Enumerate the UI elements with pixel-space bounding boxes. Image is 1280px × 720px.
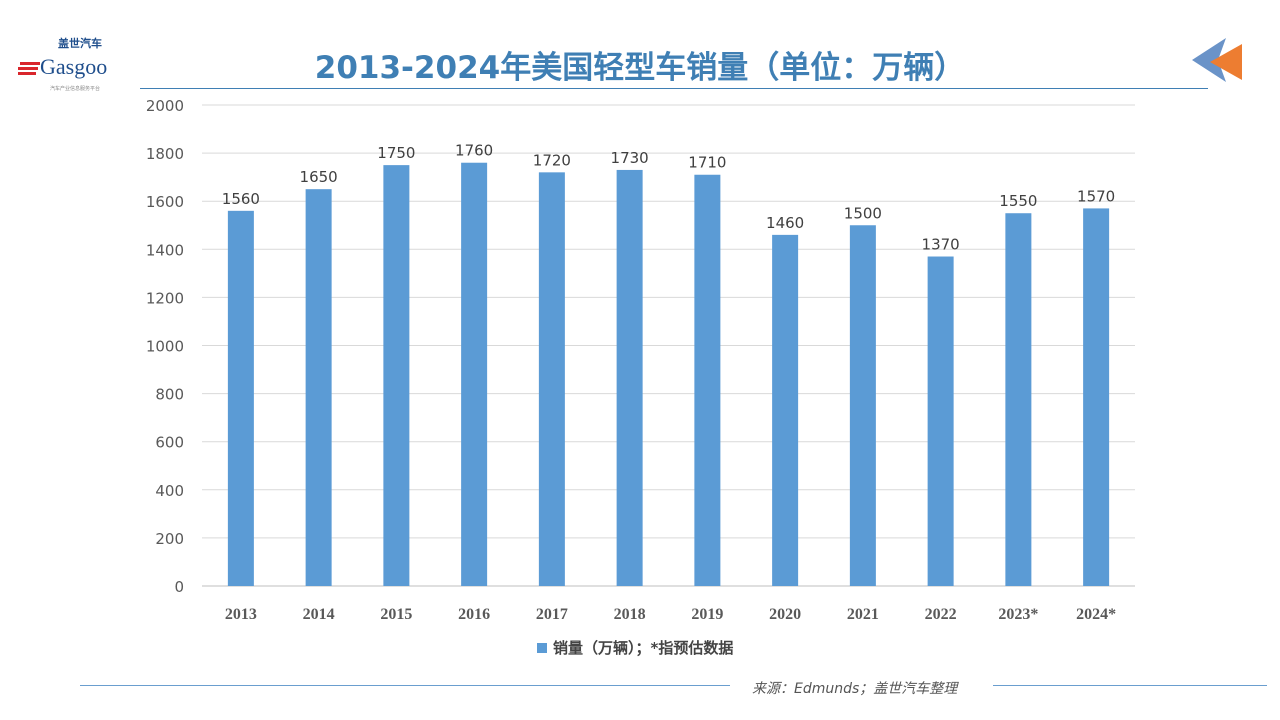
footer-divider-left [80,685,730,686]
x-tick-label: 2016 [458,606,490,623]
bar [772,234,799,586]
data-label: 1460 [766,214,804,232]
y-tick-label: 0 [174,578,184,596]
gasgoo-logo: 盖世汽车 Gasgoo 汽车产业信息服务平台 [16,36,138,92]
svg-text:盖世汽车: 盖世汽车 [58,36,102,50]
data-label: 1730 [611,149,649,167]
data-label: 1570 [1077,187,1115,205]
source-note: 来源：Edmunds；盖世汽车整理 [752,681,958,697]
y-tick-label: 1000 [146,338,184,356]
bar [927,256,954,586]
x-tick-label: 2015 [380,606,412,623]
bar [616,169,643,586]
bar [305,189,332,587]
bar [461,162,488,586]
y-tick-label: 200 [155,530,184,548]
bar [1083,208,1110,587]
bar [1005,213,1032,586]
legend: 销量（万辆）；*指预估数据 [537,637,733,658]
legend-swatch [537,642,547,653]
x-tick-label: 2018 [614,606,646,623]
x-tick-label: 2022 [925,606,957,623]
x-tick-label: 2023* [998,606,1038,623]
data-label: 1550 [999,192,1037,210]
y-tick-label: 1400 [146,241,184,259]
bar [694,174,721,586]
legend-label: 销量（万辆）；*指预估数据 [553,639,734,657]
data-label: 1760 [455,142,493,160]
data-label: 1720 [533,151,571,169]
x-tick-label: 2013 [225,606,257,623]
y-tick-label: 1800 [146,145,184,163]
bar [538,172,565,586]
svg-text:汽车产业信息服务平台: 汽车产业信息服务平台 [50,85,100,92]
bar [383,165,410,586]
chart-title: 2013-2024年美国轻型车销量（单位：万辆） [314,50,966,86]
data-label: 1560 [222,190,260,208]
data-label: 1710 [688,154,726,172]
x-tick-label: 2014 [303,606,335,623]
y-tick-label: 1600 [146,193,184,211]
bar [849,225,876,586]
x-tick-label: 2024* [1076,606,1116,623]
data-label: 1650 [300,168,338,186]
y-tick-label: 600 [155,434,184,452]
y-tick-label: 1200 [146,289,184,307]
arrow-decoration-icon [1192,38,1242,82]
y-tick-label: 800 [155,386,184,404]
y-tick-label: 400 [155,482,184,500]
x-tick-label: 2019 [691,606,723,623]
y-tick-label: 2000 [146,97,184,115]
svg-text:Gasgoo: Gasgoo [40,54,107,79]
data-label: 1750 [377,144,415,162]
data-label: 1370 [922,236,960,254]
title-divider [140,88,1208,89]
x-tick-label: 2017 [536,606,568,623]
x-tick-label: 2021 [847,606,879,623]
footer-divider-right [993,685,1267,686]
x-tick-label: 2020 [769,606,801,623]
bar [227,210,254,586]
data-label: 1500 [844,204,882,222]
